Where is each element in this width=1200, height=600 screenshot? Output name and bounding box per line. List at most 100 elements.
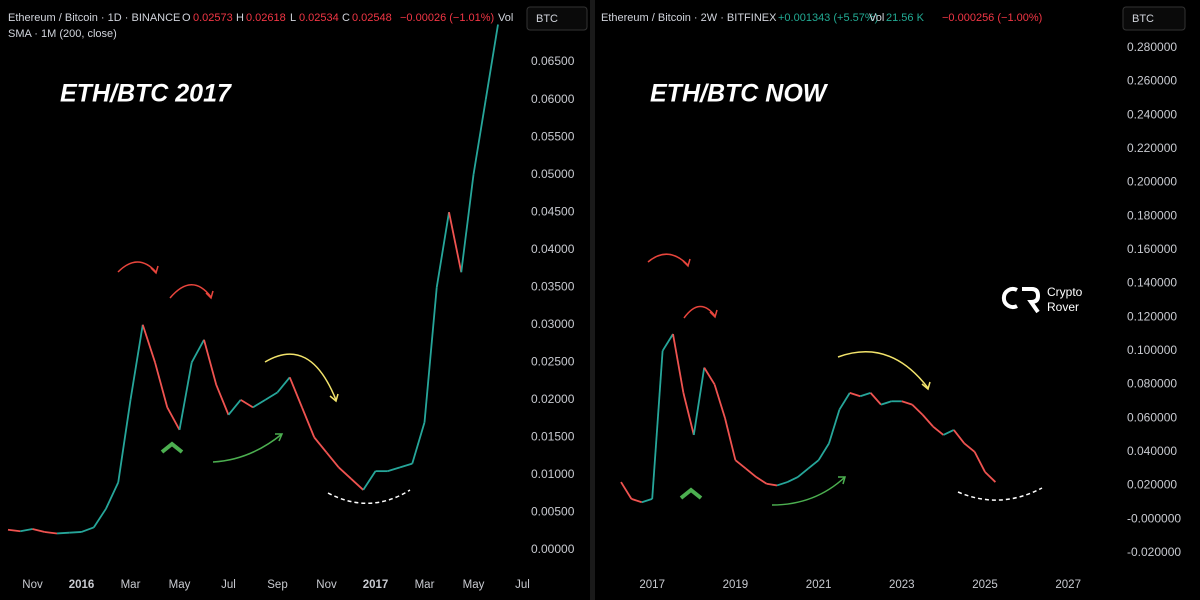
price-segment: [755, 476, 768, 485]
price-segment: [641, 498, 653, 504]
symbol: Ethereum / Bitcoin · 1D · BINANCE: [8, 12, 180, 24]
price-segment: [129, 324, 144, 400]
y-tick-label: 0.140000: [1127, 276, 1177, 290]
x-tick-label: 2017: [639, 579, 665, 591]
price-segment: [423, 287, 438, 423]
y-tick-label: 0.02000: [531, 392, 575, 406]
price-segment: [240, 399, 254, 409]
change: +0.001343 (+5.57%): [778, 12, 878, 24]
price-segment: [963, 442, 976, 453]
ohlc-label: H: [236, 12, 244, 24]
y-tick-label: 0.020000: [1127, 478, 1177, 492]
x-tick-label: Mar: [415, 579, 435, 591]
logo-text: Crypto: [1047, 285, 1083, 299]
price-segment: [448, 212, 463, 273]
price-segment: [859, 392, 871, 398]
change: −0.00026 (−1.01%): [400, 12, 494, 24]
price-segment: [56, 531, 70, 535]
y-tick-label: 0.060000: [1127, 410, 1177, 424]
y-tick-label: 0.180000: [1127, 208, 1177, 222]
y-tick-label: 0.02500: [531, 354, 575, 368]
unit-box[interactable]: [1122, 6, 1186, 31]
price-segment: [350, 477, 364, 491]
price-segment: [276, 376, 291, 393]
price-segment: [620, 481, 633, 500]
price-segment: [901, 400, 913, 406]
ohlc-label: L: [290, 12, 296, 24]
logo: Crypto Rover: [1001, 285, 1083, 314]
y-tick-label: 0.280000: [1127, 40, 1177, 54]
price-segment: [215, 384, 230, 416]
price-segment: [7, 528, 21, 533]
price-segment: [117, 399, 132, 483]
price-segment: [399, 462, 413, 469]
x-tick-label: 2017: [363, 579, 389, 591]
price-segment: [984, 471, 997, 483]
price-segment: [387, 466, 401, 473]
price-segment: [807, 459, 820, 470]
price-segment: [631, 498, 643, 504]
x-tick-label: May: [169, 579, 191, 591]
price-segment: [264, 391, 278, 401]
y-tick-label: 0.160000: [1127, 242, 1177, 256]
price-segment: [651, 350, 664, 499]
y-tick-label: 0.240000: [1127, 107, 1177, 121]
x-tick-label: Nov: [22, 579, 43, 591]
x-tick-label: Jul: [221, 579, 236, 591]
y-tick-label: 0.040000: [1127, 444, 1177, 458]
x-tick-label: Sep: [267, 579, 287, 591]
x-tick-label: Jul: [515, 579, 530, 591]
x-tick-label: 2023: [889, 579, 915, 591]
price-segment: [203, 339, 218, 386]
ohlc-label: O: [182, 12, 191, 24]
price-segment: [797, 467, 809, 478]
price-segment: [724, 417, 737, 461]
price-segment: [838, 392, 851, 411]
y-tick-label: 0.00000: [531, 542, 575, 556]
price-segment: [166, 406, 181, 431]
price-segment: [828, 409, 841, 444]
price-segment: [953, 429, 965, 444]
y-tick-label: 0.200000: [1127, 175, 1177, 189]
price-segment: [362, 470, 377, 491]
logo-text: Rover: [1047, 300, 1079, 314]
price-segment: [869, 392, 882, 406]
price-segment: [921, 414, 934, 428]
volume-label: Vol: [498, 12, 513, 24]
price-segment: [911, 404, 924, 416]
y-tick-label: 0.01500: [531, 430, 575, 444]
ohlc-value: 0.02534: [299, 12, 339, 24]
x-tick-label: May: [463, 579, 485, 591]
unit-box[interactable]: [526, 6, 588, 31]
symbol: Ethereum / Bitcoin · 2W · BITFINEX: [601, 12, 777, 24]
price-segment: [692, 367, 706, 436]
panel-divider: [590, 0, 595, 600]
price-segment: [411, 422, 426, 464]
price-segment: [484, 24, 499, 100]
y-tick-label: 0.220000: [1127, 141, 1177, 155]
y-tick-label: 0.080000: [1127, 377, 1177, 391]
price-segment: [288, 376, 303, 408]
price-segment: [154, 362, 169, 408]
annotation: ETH/BTC 2017: [60, 80, 232, 108]
x-tick-label: 2016: [69, 579, 95, 591]
ohlc-value: 0.02573: [193, 12, 233, 24]
price-segment: [20, 528, 33, 533]
ohlc-value: 0.02548: [352, 12, 392, 24]
price-segment: [92, 508, 107, 528]
price-segment: [325, 451, 340, 468]
price-segment: [973, 451, 986, 473]
axis-unit[interactable]: BTC: [536, 13, 558, 25]
axis-unit[interactable]: BTC: [1132, 13, 1154, 25]
y-tick-label: 0.01000: [531, 467, 575, 481]
price-segment: [849, 392, 861, 398]
price-segment: [817, 442, 830, 461]
price-segment: [141, 324, 156, 363]
price-segment: [313, 436, 328, 453]
x-tick-label: Nov: [316, 579, 337, 591]
price-segment: [787, 476, 799, 483]
price-segment: [661, 333, 674, 352]
price-segment: [776, 481, 788, 487]
price-segment: [932, 425, 944, 436]
